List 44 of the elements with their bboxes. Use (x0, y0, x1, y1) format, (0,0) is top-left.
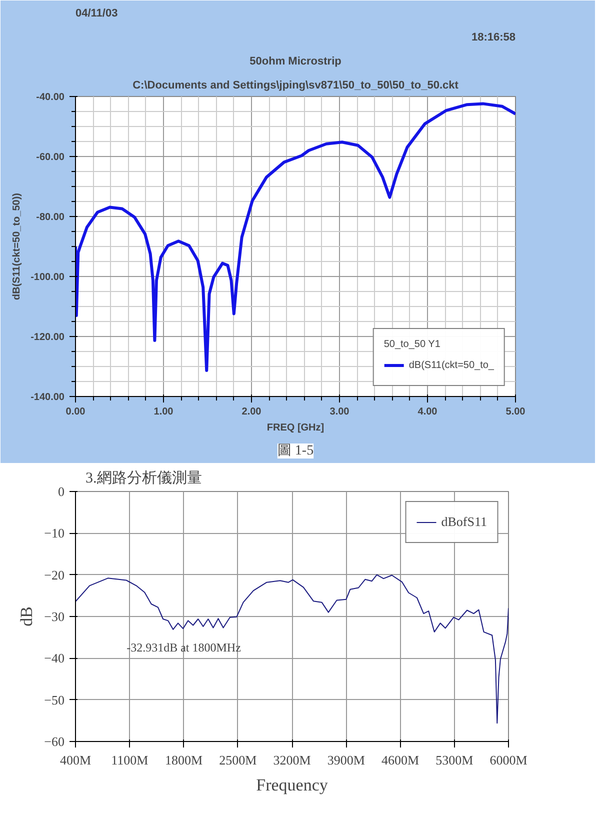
y-tick-label: −10 (44, 526, 65, 541)
y-tick-label: -120.00 (30, 332, 65, 343)
x-tick-label: 4600M (381, 752, 420, 768)
x-tick-label: 5300M (436, 752, 474, 768)
x-tick-label: 4.00 (418, 406, 438, 418)
legend-label: dBofS11 (441, 514, 487, 530)
y-tick-label: -100.00 (30, 272, 65, 283)
x-tick-label: 400M (60, 752, 92, 768)
y-axis-title: dB (17, 606, 36, 626)
x-tick-label: 2.00 (242, 406, 262, 418)
annotation: -32.931dB at 1800MHz (126, 640, 241, 655)
legend-title: 50_to_50 Y1 (384, 339, 442, 350)
line-series (76, 102, 516, 372)
line-series (76, 574, 508, 724)
x-tick-label: 2500M (219, 752, 258, 768)
chart-title: 3.網路分析儀測量 (86, 470, 202, 486)
text: 04/11/03 (76, 8, 118, 20)
chart-subtitle: C:\Documents and Settings\jping\sv871\50_to_50\50_to_50.ckt (132, 80, 459, 92)
y-tick-label: −20 (44, 567, 65, 582)
x-tick-label: 1800M (164, 752, 203, 768)
x-tick-label: 0.00 (66, 406, 86, 418)
y-tick-label: -40.00 (36, 92, 65, 103)
y-axis-title: dB(S11(ckt=50_to_50)) (12, 192, 23, 300)
x-tick-label: 6000M (490, 752, 528, 768)
y-tick-label: −40 (44, 650, 65, 666)
x-tick-label: 3.00 (330, 406, 350, 418)
x-tick-label: 1.00 (154, 406, 174, 418)
x-tick-label: 1100M (111, 752, 149, 768)
y-tick-label: −60 (44, 734, 65, 749)
legend-label: dB(S11(ckt=50_to_ (408, 360, 494, 370)
y-tick-label: -60.00 (36, 152, 65, 163)
x-tick-label: 3900M (327, 752, 366, 768)
text: 18:16:58 (471, 32, 516, 44)
caption: 圖 1-5 (277, 444, 314, 458)
y-tick-label: −50 (44, 692, 65, 708)
x-axis-title: Frequency (256, 776, 328, 794)
x-tick-label: 3200M (273, 752, 312, 768)
y-tick-label: -80.00 (36, 212, 65, 223)
y-tick-label: -140.00 (30, 392, 65, 403)
y-tick-label: −30 (44, 609, 65, 624)
chart-title: 50ohm Microstrip (250, 56, 342, 68)
x-tick-label: 5.00 (506, 406, 526, 418)
x-axis-title: FREQ [GHz] (266, 422, 324, 434)
y-tick-label: 0 (58, 484, 64, 499)
